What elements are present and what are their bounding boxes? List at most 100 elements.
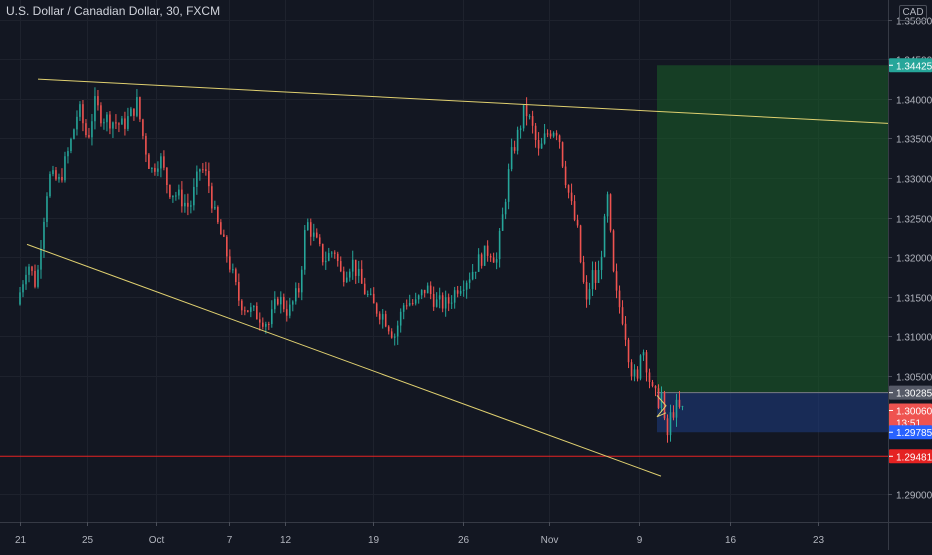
candle-body [46, 196, 48, 222]
candle-body [247, 310, 249, 312]
candle-body [450, 302, 453, 304]
profit-zone[interactable] [657, 65, 888, 393]
candle-body [636, 369, 639, 379]
candle-body [648, 372, 651, 383]
candle-body [558, 135, 561, 143]
price-label-text: 1.29481 [896, 452, 932, 463]
candle-body [157, 168, 159, 172]
candle-body [612, 230, 615, 272]
candle-body [516, 129, 519, 151]
candle-body [184, 202, 186, 207]
candle-body [534, 125, 537, 141]
currency-button[interactable]: CAD [899, 5, 927, 21]
candle-body [672, 412, 675, 418]
candle-body [459, 290, 462, 294]
candle-body [34, 270, 36, 287]
upper-trendline[interactable] [37, 78, 888, 124]
candle-body [70, 139, 72, 152]
candle-body [163, 156, 165, 168]
price-label-background [889, 425, 932, 440]
candle-body [630, 362, 633, 377]
candle-body [61, 176, 63, 181]
candle-body [276, 298, 279, 305]
candle-body [25, 274, 27, 285]
candle-body [235, 269, 237, 283]
candle-body [52, 170, 54, 175]
candle-body [178, 189, 180, 196]
candle-body [282, 296, 285, 310]
candle-body [663, 392, 666, 419]
candle-body [202, 169, 204, 171]
candle-body [594, 270, 597, 283]
candle-body [136, 97, 138, 116]
candle-body [384, 314, 387, 327]
candle-body [214, 206, 216, 209]
candle-body [528, 116, 531, 118]
candle-body [411, 303, 414, 305]
candle-body [453, 290, 456, 303]
price-tick-label: 1.33000 [896, 175, 932, 186]
candle-body [303, 230, 306, 270]
candle-body [360, 268, 363, 284]
candle-body [268, 323, 270, 325]
time-tick-label: 19 [368, 535, 380, 546]
candle-body [109, 114, 111, 129]
candle-body [112, 122, 114, 129]
price-label: 1.29481 [889, 449, 932, 464]
price-label-text: 13:51 [896, 418, 921, 429]
candle-body [169, 184, 171, 198]
candle-body [561, 142, 564, 167]
candle-body [477, 254, 480, 272]
price-label-text: 1.34425 [896, 61, 932, 72]
time-tick-label: 25 [82, 535, 94, 546]
candle-body [432, 294, 435, 307]
price-label-text: 1.30060 [896, 406, 932, 417]
candle-body [315, 232, 318, 238]
triangle-pattern[interactable] [656, 395, 667, 418]
candle-body [633, 369, 636, 377]
candle-body [579, 225, 582, 263]
candle-body [342, 271, 345, 283]
candle-body [570, 192, 573, 202]
candle-body [624, 323, 627, 340]
time-tick-label: 12 [280, 535, 292, 546]
lower-trendline[interactable] [26, 243, 662, 477]
candle-body [160, 156, 162, 169]
candle-body [100, 105, 102, 124]
candle-body [627, 339, 630, 363]
candle-body [106, 114, 108, 123]
candle-body [294, 288, 297, 302]
candle-body [447, 297, 450, 304]
candle-body [618, 290, 621, 308]
candle-body [22, 284, 24, 293]
candle-body [525, 105, 528, 117]
candle-body [492, 257, 495, 263]
candle-body [573, 201, 576, 220]
candle-body [417, 295, 420, 300]
candle-body [130, 108, 132, 117]
candle-body [285, 309, 288, 316]
price-label: 1.30060 [889, 403, 932, 418]
candle-body [142, 119, 144, 136]
candle-body [555, 132, 558, 136]
price-label: 1.29785 [889, 425, 932, 440]
candle-body [288, 304, 291, 316]
candle-body [402, 305, 405, 312]
candle-body [211, 186, 213, 209]
candle-body [291, 301, 294, 305]
time-tick-label: 23 [813, 535, 825, 546]
candle-body [615, 271, 618, 291]
candle-body [94, 96, 96, 122]
candle-body [606, 194, 609, 217]
candle-body [501, 214, 504, 231]
candle-body [64, 156, 66, 181]
candle-body [312, 232, 315, 237]
stop-loss-zone[interactable] [657, 392, 888, 433]
candle-body [537, 140, 540, 149]
time-tick-label: 26 [458, 535, 470, 546]
candle-body [271, 309, 273, 325]
candle-body [43, 221, 45, 249]
price-tick-label: 1.29000 [896, 491, 932, 502]
